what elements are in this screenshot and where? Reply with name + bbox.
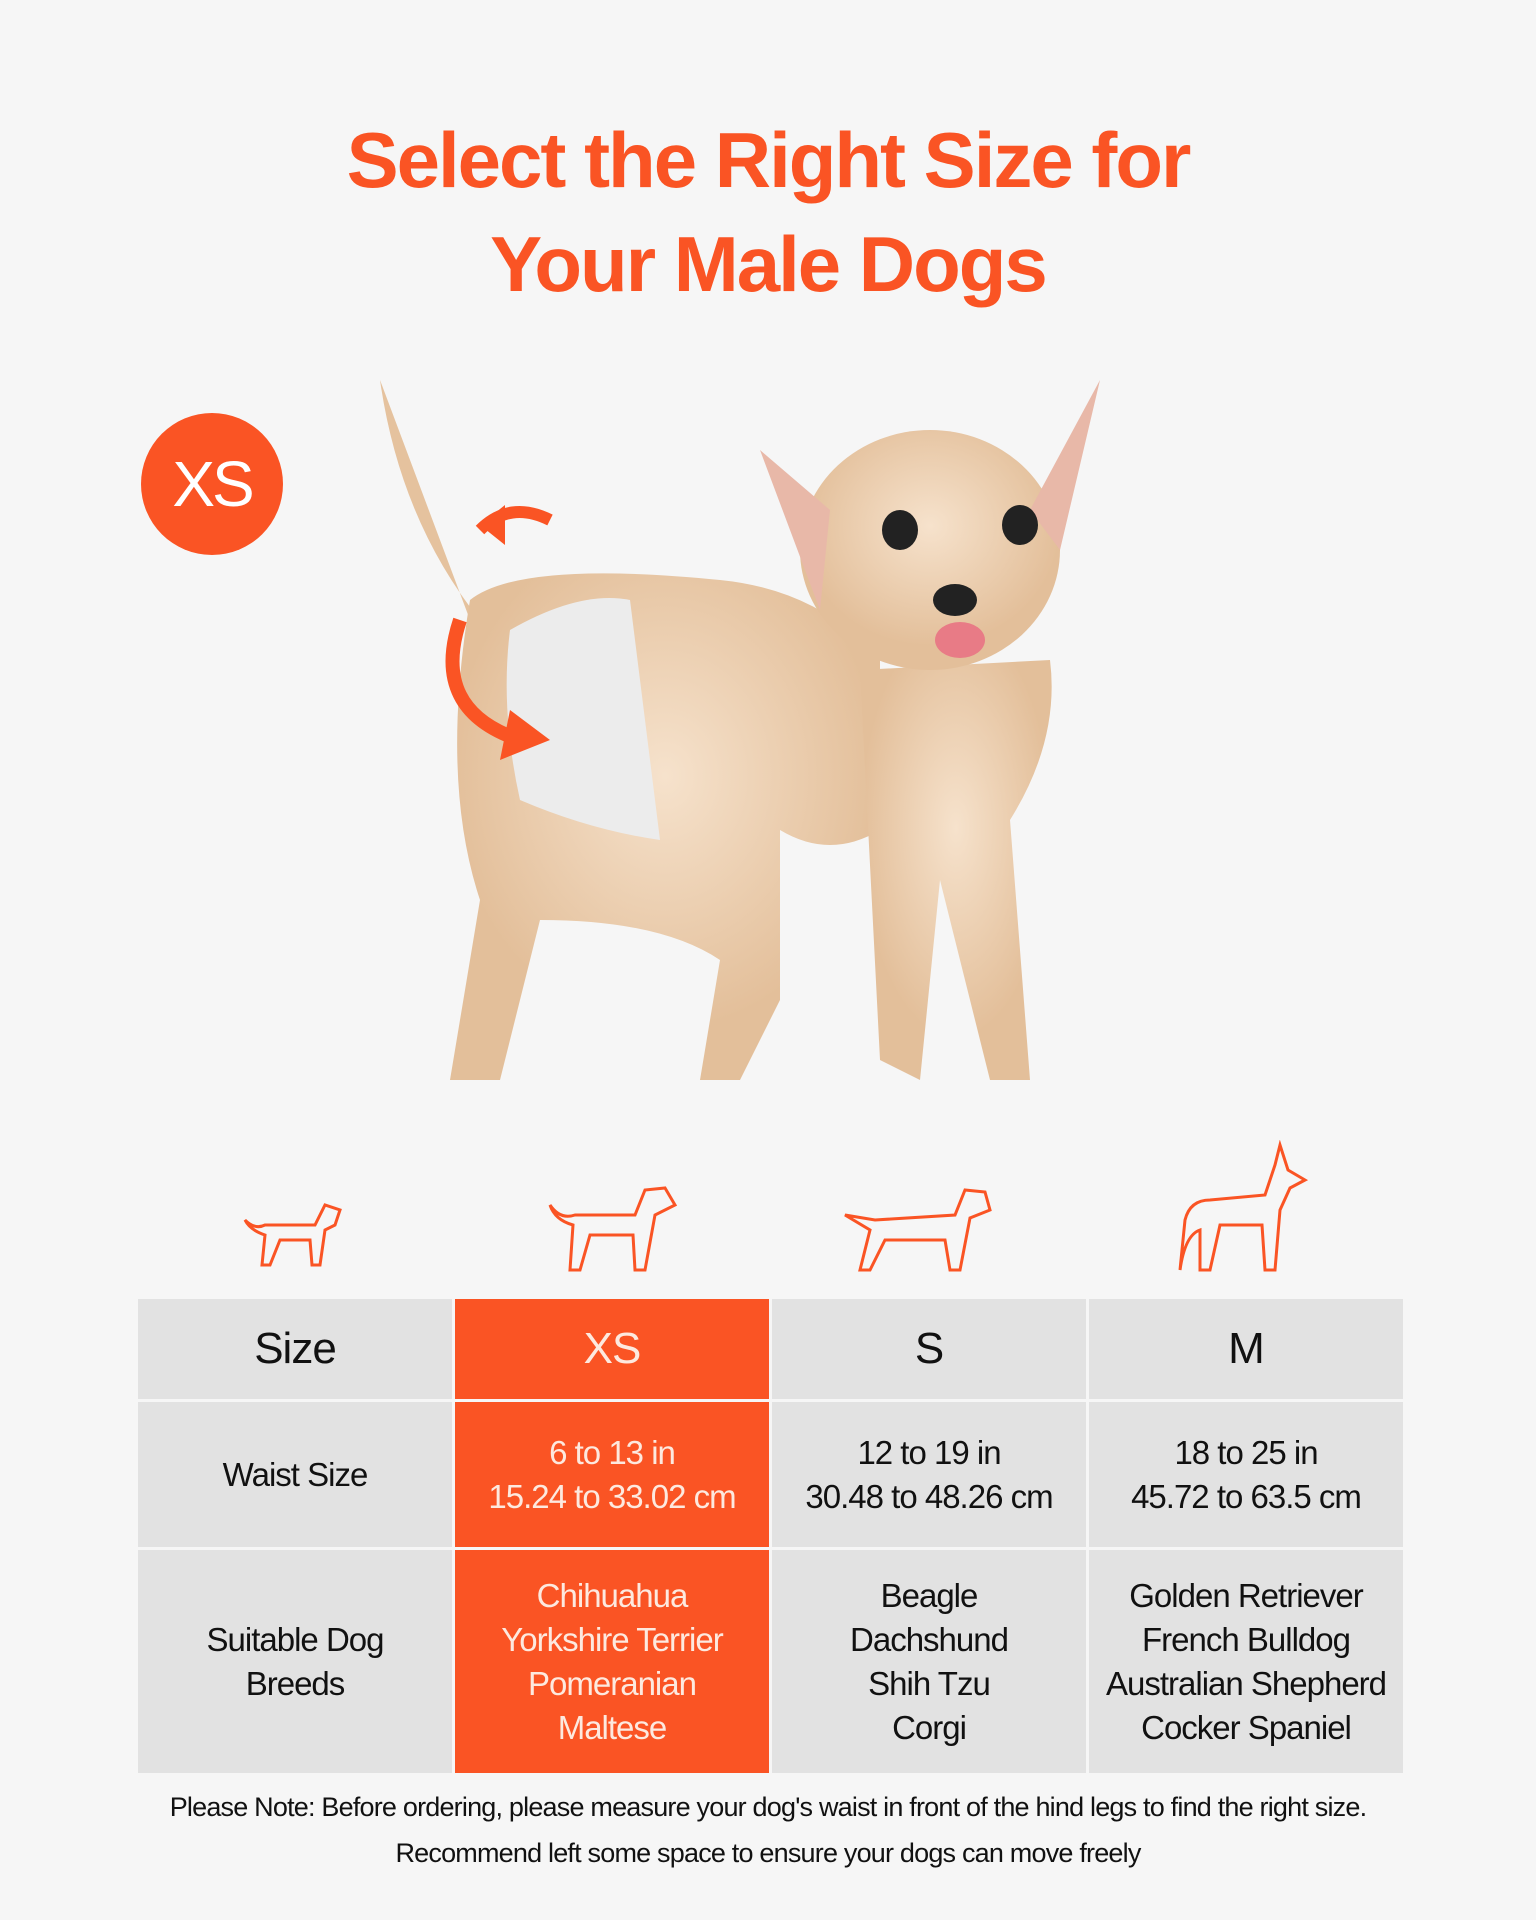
breeds-s: Beagle Dachshund Shih Tzu Corgi xyxy=(769,1547,1089,1776)
medium-dog-icon xyxy=(548,1186,678,1272)
breeds-xs: Chihuahua Yorkshire Terrier Pomeranian Malt… xyxy=(452,1547,772,1776)
table-row-breeds: Suitable Dog Breeds Chihuahua Yorkshire Te… xyxy=(135,1547,1406,1776)
page-title: Select the Right Size for Your Male Dogs xyxy=(346,116,1192,308)
waist-s: 12 to 19 in 30.48 to 48.26 cm xyxy=(769,1399,1089,1550)
size-xs: XS xyxy=(452,1296,772,1402)
size-chart-table: Size XS S M Waist Size 6 to 13 in 15.24 t… xyxy=(135,1296,1406,1776)
dog-size-icons xyxy=(0,1140,1536,1280)
table-row-size: Size XS S M xyxy=(135,1296,1406,1402)
size-m: M xyxy=(1086,1296,1406,1402)
large-dog-icon xyxy=(1178,1140,1309,1272)
breeds-label: Suitable Dog Breeds xyxy=(135,1547,455,1776)
size-label: Size xyxy=(135,1296,455,1402)
note-line-2: Recommend left some space to ensure your… xyxy=(395,1838,1141,1868)
waist-xs: 6 to 13 in 15.24 to 33.02 cm xyxy=(452,1399,772,1550)
table-row-waist: Waist Size 6 to 13 in 15.24 to 33.02 cm 1… xyxy=(135,1399,1406,1550)
small-dog-icon xyxy=(243,1203,342,1267)
long-dog-icon xyxy=(844,1188,992,1272)
waist-m: 18 to 25 in 45.72 to 63.5 cm xyxy=(1086,1399,1406,1550)
size-s: S xyxy=(769,1296,1089,1402)
note-line-1: Please Note: Before ordering, please mea… xyxy=(169,1792,1367,1822)
size-badge: XS xyxy=(141,413,283,555)
waist-label: Waist Size xyxy=(135,1399,455,1550)
breeds-m: Golden Retriever French Bulldog Australian… xyxy=(1086,1547,1406,1776)
dog-photo xyxy=(380,380,1100,1080)
